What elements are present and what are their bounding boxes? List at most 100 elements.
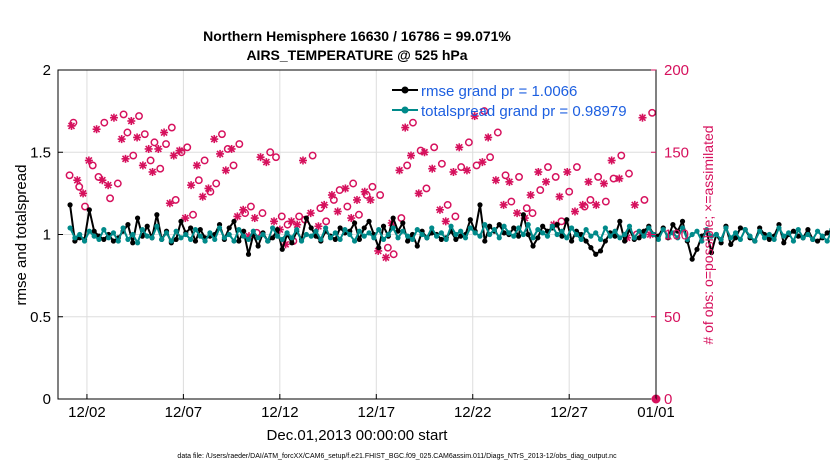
obs-possible-point: [156, 164, 165, 173]
x-tick-label: 12/02: [68, 404, 106, 421]
totalspread-point: [482, 222, 488, 228]
totalspread-point: [544, 233, 551, 239]
totalspread-point: [622, 231, 628, 238]
totalspread-point: [810, 236, 816, 243]
x-tick-label: 12/22: [454, 404, 492, 421]
rmse-point: [270, 235, 276, 241]
rmse-point: [192, 238, 199, 244]
obs-assimilated-point: [198, 192, 207, 201]
rmse-point: [351, 220, 358, 226]
obs-assimilated-point: [333, 207, 342, 216]
totalspread-point: [115, 238, 121, 244]
totalspread-point: [660, 226, 666, 233]
totalspread-point: [125, 236, 131, 243]
totalspread-point: [400, 228, 406, 234]
legend-rmse-text: rmse grand pr = 1.0066: [421, 83, 577, 100]
obs-possible-point: [322, 217, 331, 226]
obs-assimilated-point: [441, 217, 450, 226]
obs-possible-point: [212, 179, 221, 188]
rmse-point: [125, 222, 131, 228]
totalspread-point: [371, 235, 377, 241]
totalspread-point: [771, 236, 777, 243]
rmse-point: [487, 223, 493, 229]
obs-assimilated-point: [192, 161, 201, 170]
totalspread-point: [665, 233, 671, 239]
totalspread-point: [318, 236, 324, 243]
obs-assimilated-point: [360, 187, 369, 196]
rmse-point: [588, 245, 594, 251]
rmse-point: [477, 202, 483, 208]
obs-possible-point: [119, 110, 128, 119]
totalspread-point: [766, 231, 772, 238]
y-axis-left: 0 0.5 1 1.5 2: [30, 62, 63, 408]
totalspread-point: [501, 223, 507, 229]
rmse-point: [670, 222, 676, 228]
obs-possible-point: [451, 212, 460, 221]
totalspread-point: [742, 226, 748, 233]
totalspread-point: [361, 233, 367, 239]
obs-assimilated-point: [462, 166, 471, 175]
rmse-point: [241, 228, 247, 234]
totalspread-point: [284, 230, 290, 236]
chart-title: Northern Hemisphere 16630 / 16786 = 99.0…: [203, 28, 511, 44]
totalspread-point: [607, 233, 613, 239]
obs-assimilated-point: [484, 133, 493, 142]
totalspread-point: [216, 225, 223, 231]
rmse-point: [226, 225, 232, 231]
totalspread-point: [192, 226, 199, 233]
obs-possible-point: [430, 143, 439, 152]
totalspread-point: [202, 238, 208, 244]
obs-assimilated-point: [353, 195, 361, 204]
rmse-point: [540, 223, 546, 229]
totalspread-point: [728, 235, 734, 241]
totalspread-point: [684, 236, 690, 243]
obs-assimilated-point: [92, 125, 101, 134]
totalspread-point: [274, 233, 281, 239]
totalspread-point: [433, 233, 440, 239]
legend-spread-marker: [401, 106, 409, 114]
totalspread-point: [81, 238, 88, 244]
chart-subtitle: AIRS_TEMPERATURE @ 525 hPa: [246, 47, 467, 63]
totalspread-point: [472, 230, 478, 236]
rmse-point: [245, 251, 252, 257]
obs-assimilated-point: [127, 116, 136, 125]
obs-possible-point: [65, 171, 74, 180]
legend: rmse grand pr = 1.0066 totalspread grand…: [392, 83, 627, 120]
rmse-point: [732, 235, 739, 241]
rmse-point: [400, 220, 406, 226]
totalspread-point: [106, 235, 112, 241]
rmse-point: [530, 243, 536, 249]
obs-assimilated-point: [187, 181, 196, 190]
x-axis: 12/02 12/07 12/12 12/17 12/22 12/27 01/01: [68, 394, 675, 421]
totalspread-point: [713, 231, 719, 238]
rmse-point: [520, 212, 526, 218]
totalspread-point: [636, 228, 642, 234]
totalspread-point: [424, 235, 430, 241]
rmse-point: [173, 236, 179, 243]
totalspread-point: [819, 233, 825, 239]
totalspread-point: [723, 225, 729, 231]
totalspread-point: [183, 231, 189, 238]
obs-assimilated-point: [227, 144, 236, 153]
obs-assimilated-point: [306, 209, 315, 218]
totalspread-point: [699, 238, 705, 244]
totalspread-point: [506, 230, 512, 236]
totalspread-point: [438, 230, 444, 236]
rmse-point: [790, 228, 797, 234]
totalspread-point: [761, 235, 768, 241]
obs-possible-point: [100, 118, 109, 127]
obs-possible-point: [617, 151, 626, 160]
rmse-point: [188, 225, 194, 231]
y-tick-label: 1.5: [30, 144, 51, 161]
totalspread-point: [385, 231, 391, 238]
obs-assimilated-point: [287, 217, 296, 226]
obs-assimilated-point: [584, 177, 593, 186]
rmse-point: [376, 245, 382, 251]
rmse-point: [255, 243, 261, 249]
obs-assimilated-point: [154, 144, 163, 153]
rmse-point: [231, 218, 237, 224]
obs-possible-point: [565, 187, 574, 196]
obs-possible-point: [493, 128, 502, 137]
totalspread-point: [593, 230, 599, 236]
obs-assimilated-point: [534, 167, 543, 176]
